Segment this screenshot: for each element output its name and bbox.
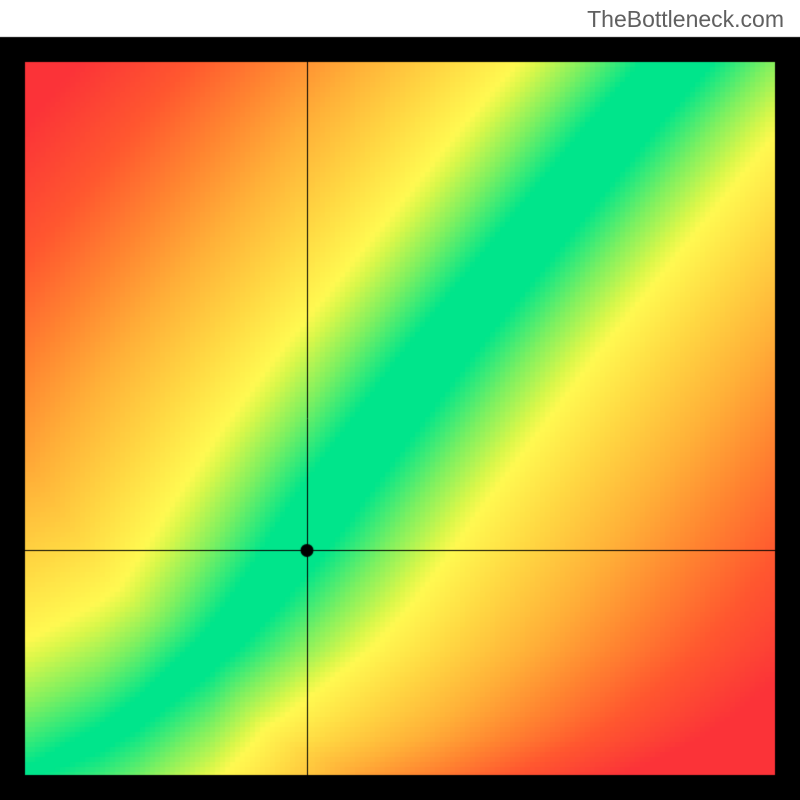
attribution-text: TheBottleneck.com — [587, 6, 784, 33]
chart-container: TheBottleneck.com — [0, 0, 800, 800]
bottleneck-heatmap-canvas — [0, 0, 800, 800]
